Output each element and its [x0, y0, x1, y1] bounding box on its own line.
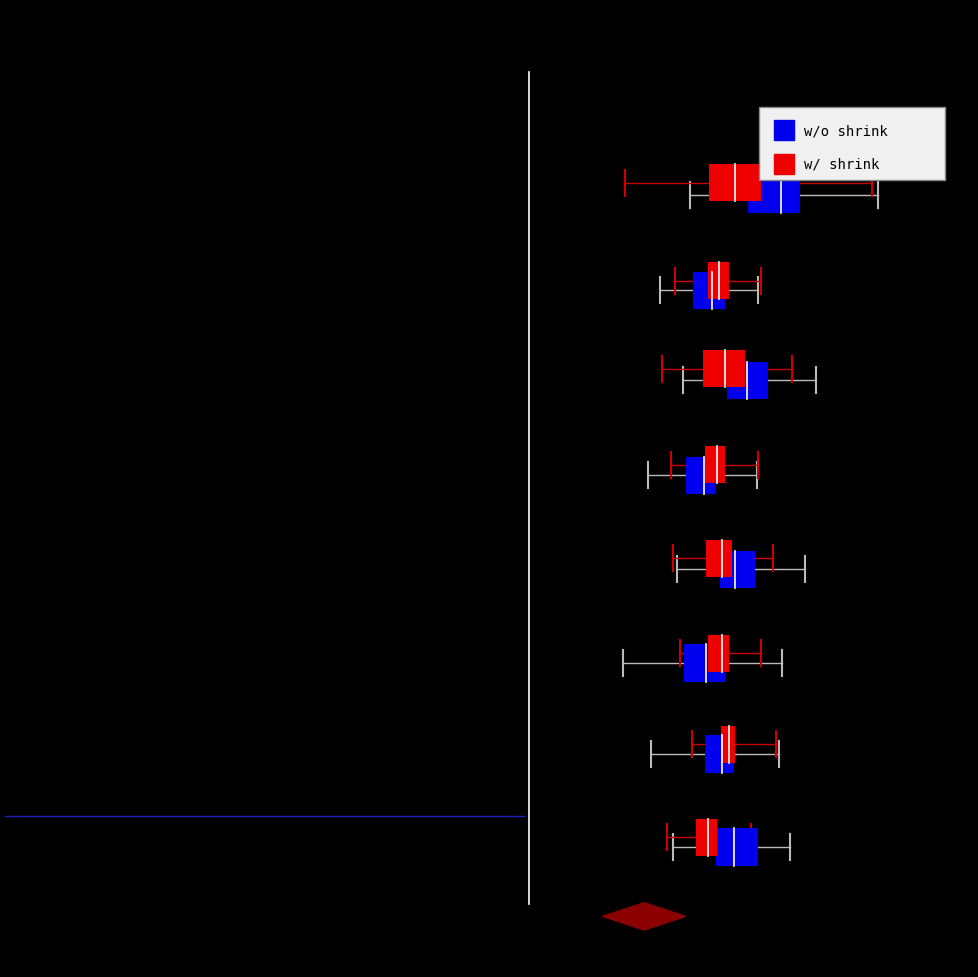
Bar [707, 635, 728, 672]
Bar [684, 645, 725, 682]
Bar [707, 263, 728, 300]
Bar [708, 165, 760, 202]
Bar [704, 736, 734, 773]
Bar [695, 819, 716, 856]
Polygon shape [601, 903, 685, 930]
Bar [758, 107, 944, 181]
Bar [773, 121, 793, 142]
Bar [719, 551, 754, 588]
Text: w/ shrink: w/ shrink [803, 157, 878, 172]
Bar [704, 446, 725, 484]
Bar [686, 457, 715, 494]
Bar [747, 177, 799, 214]
Bar [705, 540, 732, 577]
Bar [692, 273, 725, 310]
Text: w/o shrink: w/o shrink [803, 124, 887, 138]
Bar [773, 154, 793, 175]
Bar [720, 726, 734, 763]
Bar [715, 828, 757, 866]
Bar [702, 351, 744, 388]
Bar [727, 362, 767, 400]
